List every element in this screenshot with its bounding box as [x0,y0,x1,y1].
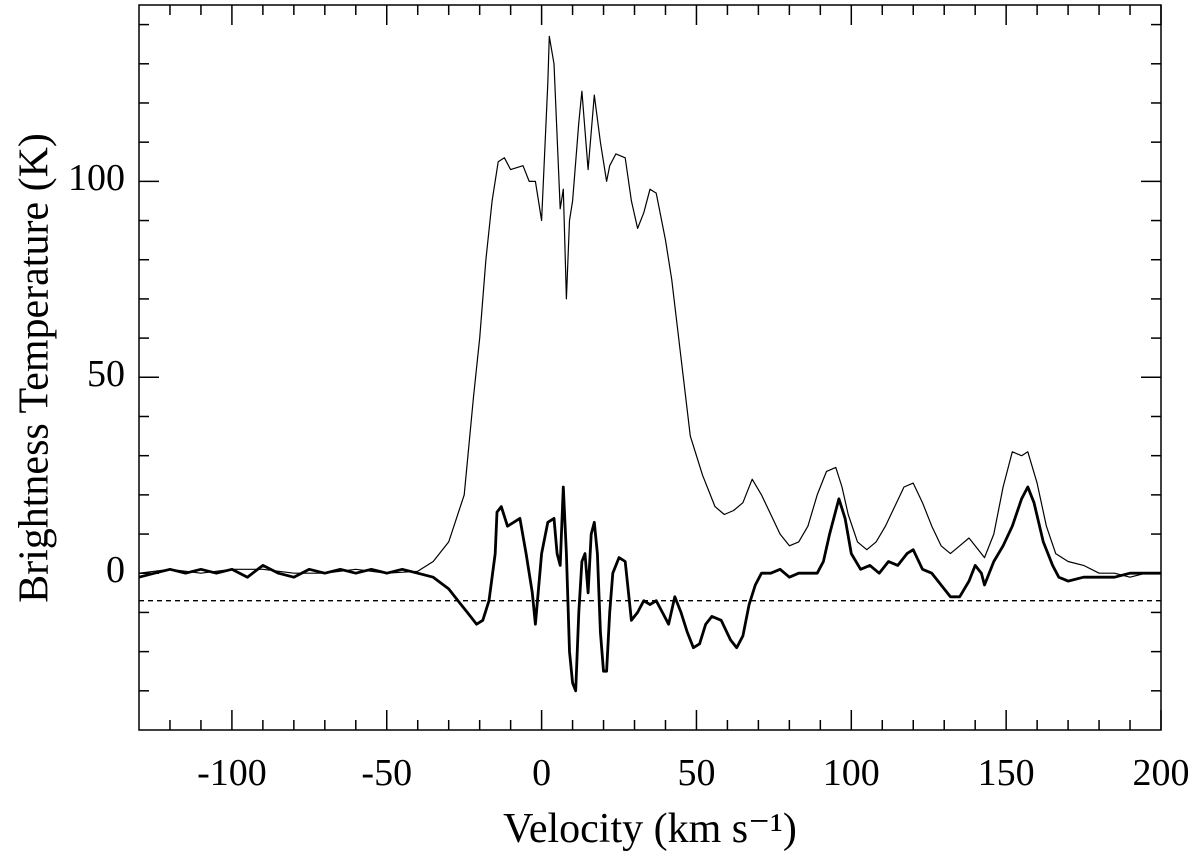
x-axis-label: Velocity (km s⁻¹) [503,806,797,852]
x-tick-label: 100 [823,752,880,794]
y-tick-label: 50 [87,353,125,395]
data-line [138,485,1161,693]
x-tick-label: 150 [978,752,1035,794]
plot-frame [138,4,1162,731]
data-line [138,35,1161,578]
x-tick-label: 200 [1133,752,1190,794]
x-tick-label: 0 [532,752,551,794]
x-tick-label: -100 [197,752,267,794]
y-axis-label: Brightness Temperature (K) [12,133,58,603]
y-tick-label: 0 [106,549,125,591]
x-tick-label: 50 [677,752,715,794]
x-tick-label: -50 [361,752,412,794]
y-tick-label: 100 [68,157,125,199]
